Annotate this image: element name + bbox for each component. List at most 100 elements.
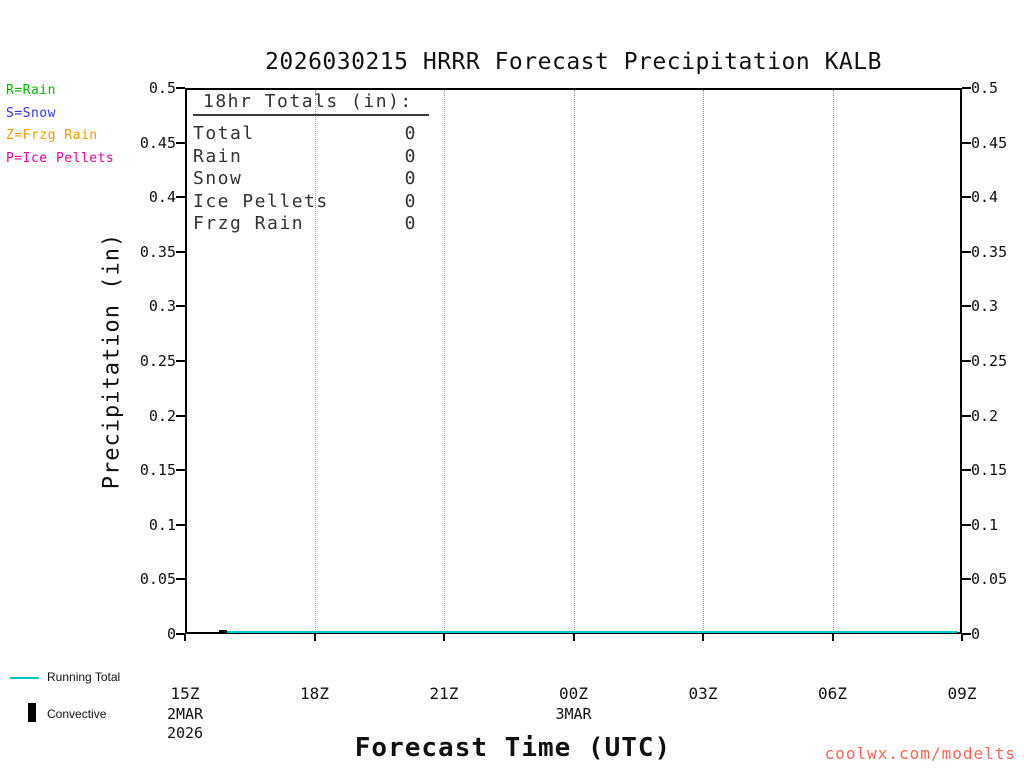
- y-tick-mark-left: [176, 196, 185, 199]
- totals-heading: 18hr Totals (in):: [193, 91, 429, 116]
- x-tick-label: 15Z: [170, 684, 200, 703]
- x-tick-mark: [184, 634, 186, 641]
- vertical-gridline: [573, 90, 575, 632]
- totals-row-label: Snow: [193, 168, 243, 190]
- y-tick-mark-right: [962, 414, 971, 417]
- totals-row-label: Ice Pellets: [193, 190, 329, 212]
- x-date-label: 3MAR: [555, 705, 592, 723]
- y-tick-mark-right: [962, 578, 971, 581]
- y-tick-mark-left: [176, 414, 185, 417]
- x-tick-label: 21Z: [429, 684, 459, 703]
- convective-legend-label: Convective: [47, 707, 107, 721]
- y-tick-label-left: 0.1: [148, 515, 176, 534]
- totals-row-value: 0: [404, 123, 417, 144]
- x-tick-mark: [831, 634, 834, 641]
- plot-area: [185, 88, 962, 634]
- y-tick-label-left: 0.2: [148, 406, 176, 425]
- convective-start-marker: [219, 630, 227, 634]
- y-tick-mark-right: [962, 469, 971, 472]
- y-tick-label-left: 0.4: [148, 188, 176, 207]
- totals-row-label: Frzg Rain: [193, 213, 305, 235]
- totals-row-value: 0: [404, 213, 417, 235]
- legend-snow: S=Snow: [6, 105, 56, 121]
- y-tick-label-left: 0.35: [139, 242, 176, 261]
- x-tick-mark: [313, 634, 316, 641]
- y-tick-mark-right: [962, 196, 971, 199]
- convective-legend-bar: [28, 703, 36, 722]
- x-tick-label: 03Z: [688, 684, 718, 703]
- y-tick-label-right: 0.05: [971, 570, 1008, 589]
- vertical-gridline: [444, 90, 445, 632]
- totals-row-value: 0: [404, 168, 417, 190]
- totals-box: 18hr Totals (in): Total 0 Rain 0 Snow 0 …: [193, 91, 429, 236]
- y-tick-label-right: 0: [971, 625, 981, 643]
- y-tick-label-left: 0.5: [148, 79, 176, 97]
- x-tick-mark: [702, 634, 704, 641]
- y-tick-mark-left: [176, 141, 185, 144]
- y-tick-mark-left: [176, 469, 185, 472]
- y-tick-mark-left: [176, 360, 185, 362]
- running-total-legend-line: [10, 677, 39, 679]
- totals-row-label: Total: [193, 123, 255, 144]
- vertical-gridline: [832, 90, 834, 632]
- y-tick-mark-left: [176, 250, 185, 253]
- x-tick-mark: [443, 634, 445, 641]
- y-tick-label-right: 0.5: [971, 79, 999, 97]
- y-tick-label-right: 0.2: [971, 406, 999, 425]
- chart-title: 2026030215 HRRR Forecast Precipitation K…: [265, 49, 882, 75]
- y-tick-label-right: 0.3: [971, 297, 999, 316]
- running-total-legend-label: Running Total: [47, 670, 121, 684]
- precip-type-legend: R=Rain S=Snow Z=Frzg Rain P=Ice Pellets: [6, 80, 114, 170]
- y-tick-mark-left: [176, 523, 185, 526]
- totals-row-value: 0: [404, 145, 417, 167]
- x-date-label: 2026: [166, 724, 204, 742]
- legend-ice-pellets: P=Ice Pellets: [6, 150, 115, 166]
- y-tick-label-right: 0.1: [971, 515, 999, 534]
- x-tick-mark: [572, 634, 575, 641]
- running-total-line: [227, 631, 957, 633]
- y-tick-label-left: 0.15: [139, 461, 176, 480]
- y-tick-label-left: 0.3: [148, 297, 176, 316]
- y-tick-label-left: 0: [166, 625, 176, 643]
- vertical-gridline: [314, 90, 316, 632]
- legend-frzg-rain: Z=Frzg Rain: [6, 128, 98, 143]
- y-tick-mark-right: [962, 250, 971, 253]
- y-tick-label-right: 0.35: [971, 242, 1008, 261]
- y-tick-label-left: 0.45: [139, 133, 176, 152]
- y-tick-label-right: 0.25: [971, 352, 1008, 370]
- y-tick-label-left: 0.25: [139, 352, 176, 370]
- x-tick-label: 09Z: [947, 684, 977, 703]
- y-tick-mark-right: [962, 141, 971, 144]
- y-tick-mark-left: [176, 305, 185, 308]
- y-tick-mark-right: [962, 305, 971, 308]
- x-tick-label: 06Z: [818, 684, 847, 703]
- y-tick-mark-left: [176, 578, 185, 581]
- totals-row-frzg-rain: Frzg Rain 0: [193, 213, 417, 236]
- totals-row-label: Rain: [193, 145, 243, 167]
- y-tick-mark-right: [962, 360, 971, 362]
- y-tick-mark-left: [176, 633, 185, 635]
- y-tick-label-right: 0.45: [971, 133, 1008, 152]
- y-tick-label-left: 0.05: [139, 570, 176, 589]
- totals-row-rain: Rain 0: [193, 146, 417, 169]
- y-tick-mark-right: [962, 87, 971, 89]
- x-axis-label: Forecast Time (UTC): [354, 733, 672, 763]
- y-tick-mark-right: [962, 523, 971, 526]
- watermark-link[interactable]: coolwx.com/modelts: [824, 744, 1016, 763]
- y-tick-label-right: 0.4: [971, 188, 999, 207]
- x-tick-label: 18Z: [300, 684, 329, 703]
- legend-rain: R=Rain: [6, 83, 56, 98]
- totals-rows: Total 0 Rain 0 Snow 0 Ice Pellets 0 Frzg…: [193, 123, 429, 236]
- x-date-label: 2MAR: [166, 705, 204, 723]
- y-tick-mark-left: [176, 87, 185, 89]
- totals-row-total: Total 0: [193, 123, 417, 146]
- y-tick-mark-right: [962, 633, 971, 635]
- y-tick-label-right: 0.15: [971, 461, 1008, 480]
- totals-row-ice-pellets: Ice Pellets 0: [193, 191, 417, 214]
- totals-row-value: 0: [404, 190, 417, 212]
- totals-row-snow: Snow 0: [193, 168, 417, 191]
- vertical-gridline: [703, 90, 704, 632]
- x-tick-label: 00Z: [559, 684, 588, 703]
- x-tick-mark: [961, 634, 963, 641]
